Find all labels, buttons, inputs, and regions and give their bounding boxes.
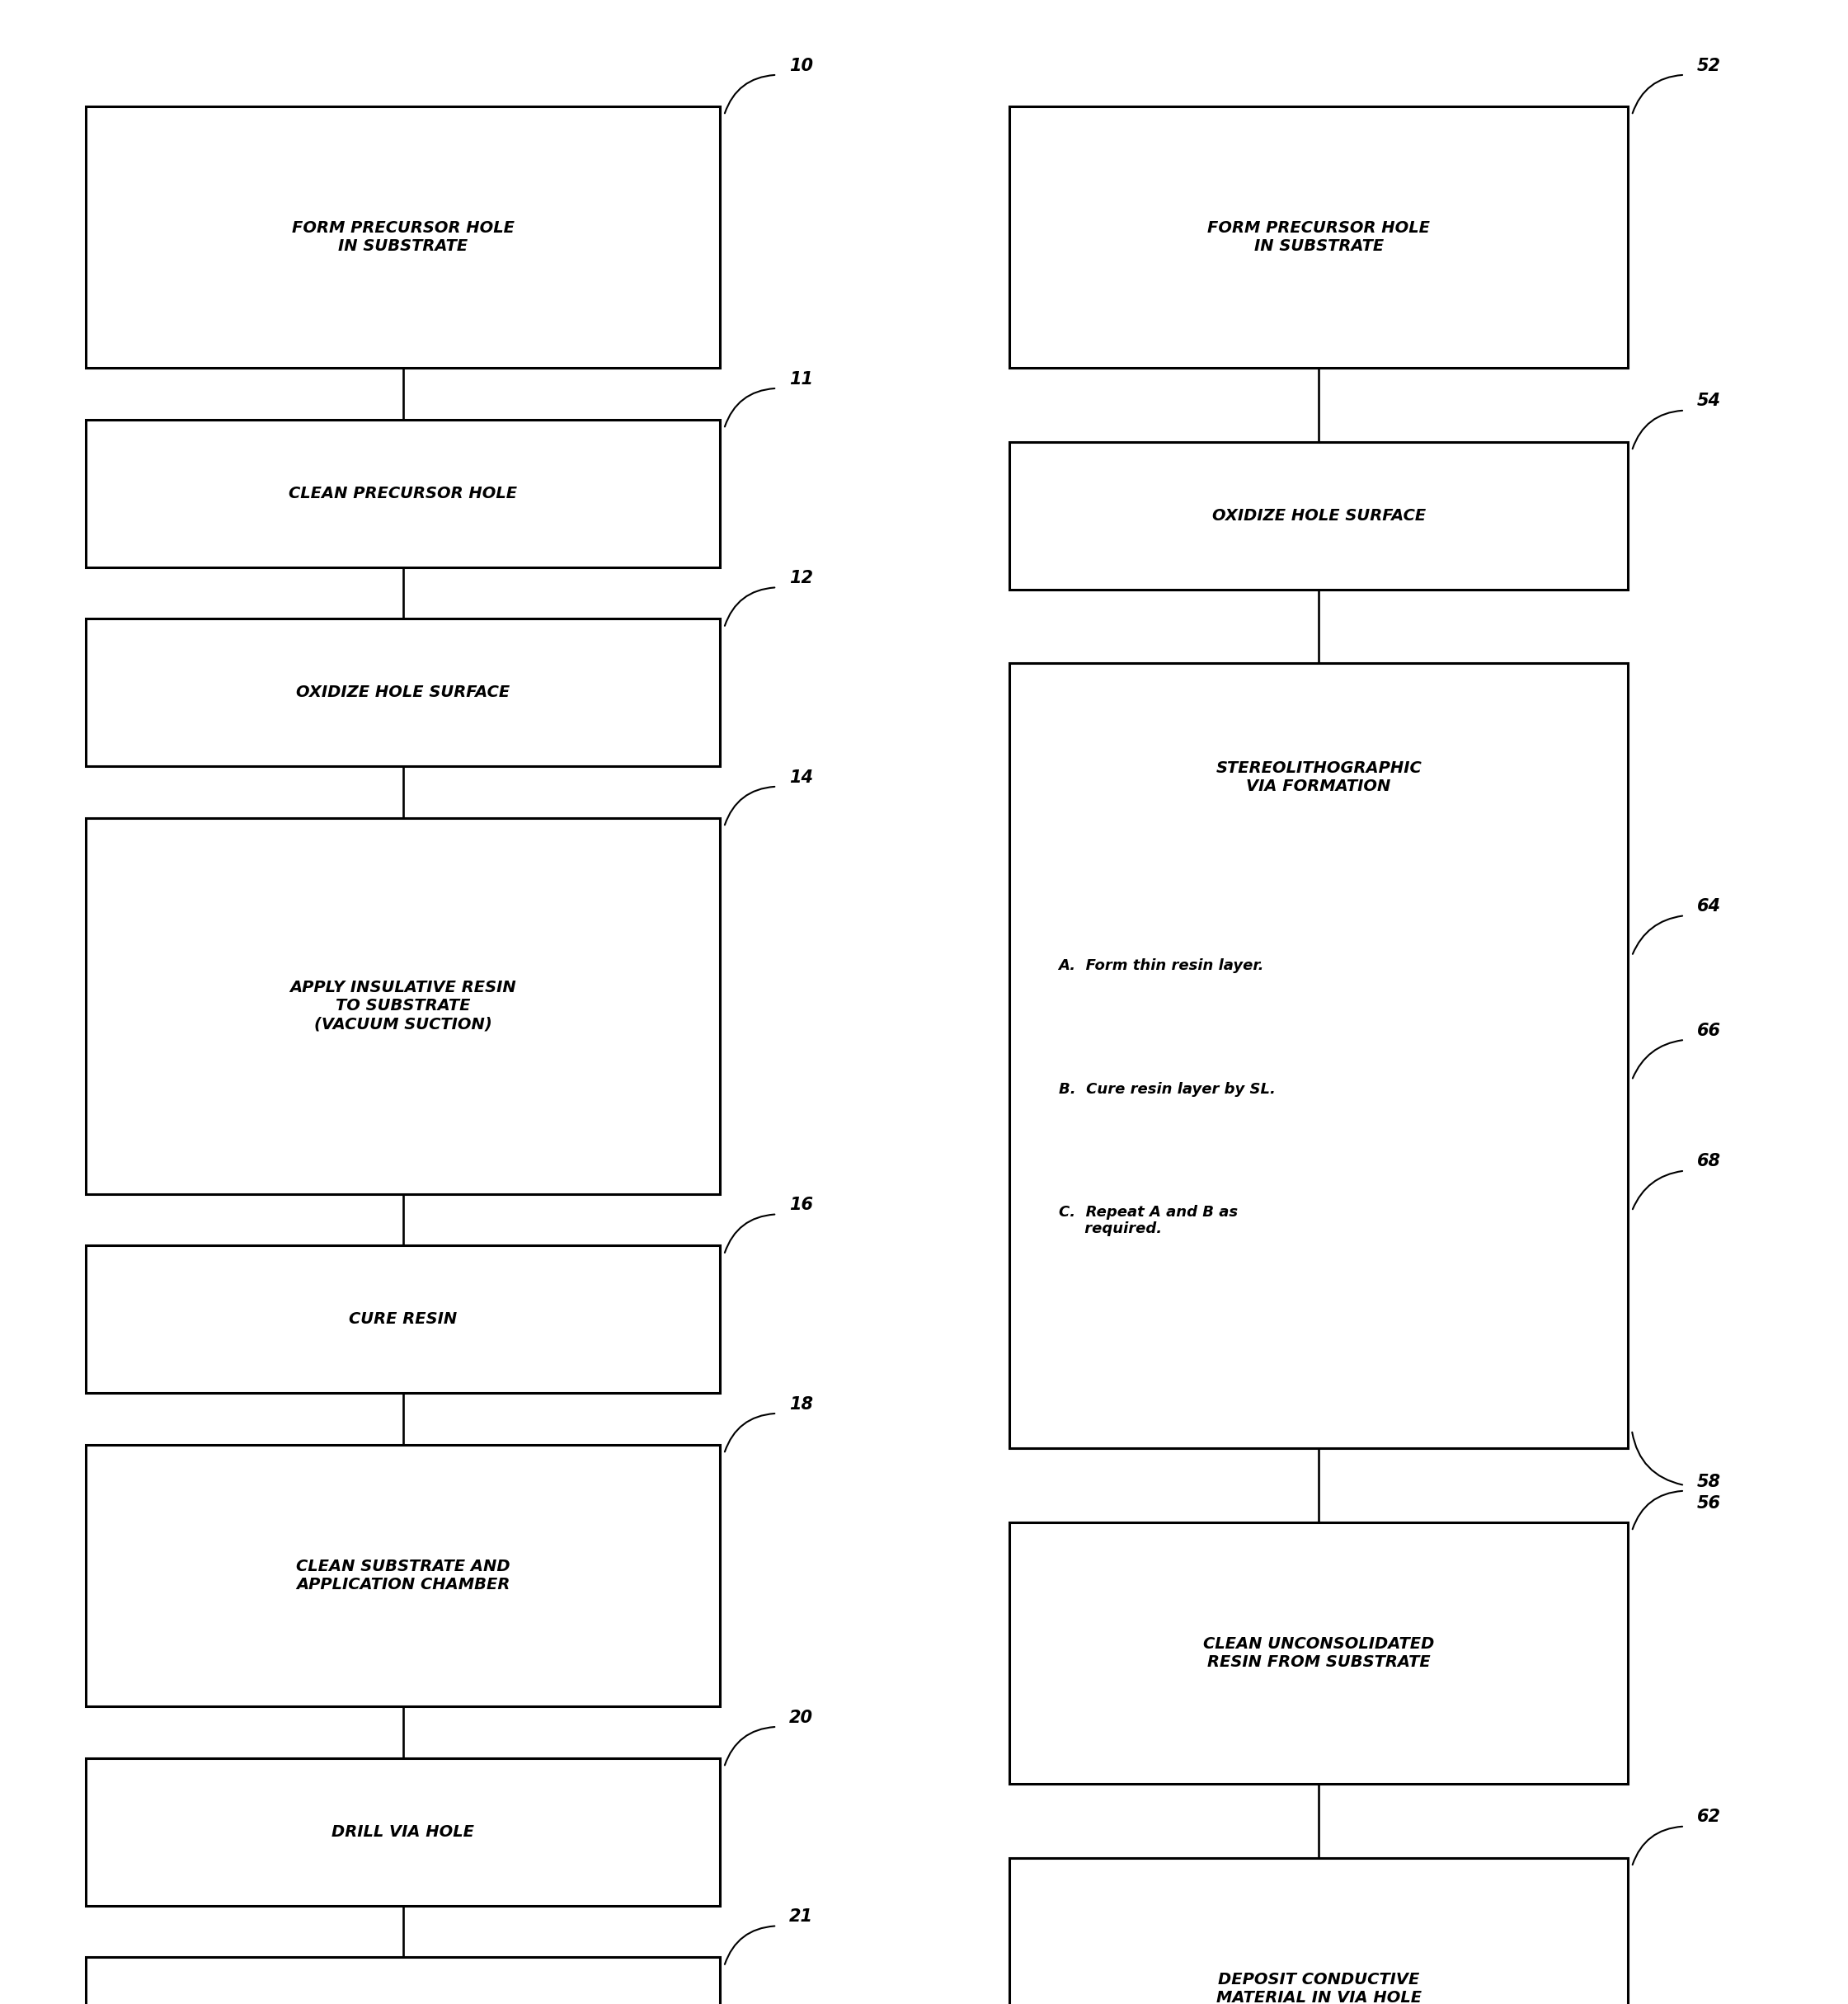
Text: 20: 20 <box>789 1709 813 1725</box>
Text: 68: 68 <box>1696 1152 1720 1170</box>
Text: APPLY INSULATIVE RESIN
TO SUBSTRATE
(VACUUM SUCTION): APPLY INSULATIVE RESIN TO SUBSTRATE (VAC… <box>290 980 516 1032</box>
Text: CLEAN PRECURSOR HOLE: CLEAN PRECURSOR HOLE <box>288 485 517 501</box>
Text: A.  Form thin resin layer.: A. Form thin resin layer. <box>1059 958 1264 972</box>
Text: 66: 66 <box>1696 1022 1720 1038</box>
Text: OXIDIZE HOLE SURFACE: OXIDIZE HOLE SURFACE <box>1212 507 1425 523</box>
Bar <box>85 1246 721 1393</box>
Text: 62: 62 <box>1696 1810 1720 1826</box>
Text: CLEAN UNCONSOLIDATED
RESIN FROM SUBSTRATE: CLEAN UNCONSOLIDATED RESIN FROM SUBSTRAT… <box>1203 1635 1434 1669</box>
Bar <box>1009 1858 1628 2004</box>
Bar <box>1009 106 1628 369</box>
Bar <box>85 1758 721 1906</box>
Bar <box>85 419 721 567</box>
Text: CURE RESIN: CURE RESIN <box>349 1311 456 1327</box>
Text: 18: 18 <box>789 1397 813 1413</box>
Text: 52: 52 <box>1696 58 1720 74</box>
Text: 21: 21 <box>789 1908 813 1926</box>
Bar <box>85 106 721 369</box>
Text: 10: 10 <box>789 58 813 74</box>
Text: 56: 56 <box>1696 1495 1720 1511</box>
Text: C.  Repeat A and B as
     required.: C. Repeat A and B as required. <box>1059 1204 1238 1236</box>
Text: CLEAN SUBSTRATE AND
APPLICATION CHAMBER: CLEAN SUBSTRATE AND APPLICATION CHAMBER <box>296 1559 510 1593</box>
Bar <box>1009 1523 1628 1784</box>
Text: DEPOSIT CONDUCTIVE
MATERIAL IN VIA HOLE: DEPOSIT CONDUCTIVE MATERIAL IN VIA HOLE <box>1216 1972 1421 2004</box>
Bar <box>85 619 721 766</box>
Text: DRILL VIA HOLE: DRILL VIA HOLE <box>331 1824 475 1840</box>
Text: 54: 54 <box>1696 393 1720 409</box>
Text: 11: 11 <box>789 371 813 387</box>
Text: FORM PRECURSOR HOLE
IN SUBSTRATE: FORM PRECURSOR HOLE IN SUBSTRATE <box>292 220 514 255</box>
Text: 16: 16 <box>789 1196 813 1212</box>
Text: FORM PRECURSOR HOLE
IN SUBSTRATE: FORM PRECURSOR HOLE IN SUBSTRATE <box>1207 220 1430 255</box>
Text: 14: 14 <box>789 770 813 786</box>
Bar <box>85 1958 721 2004</box>
Bar <box>1009 441 1628 589</box>
Bar <box>85 818 721 1194</box>
Bar <box>1009 663 1628 1449</box>
Text: 64: 64 <box>1696 898 1720 914</box>
Text: 58: 58 <box>1696 1473 1720 1489</box>
Bar <box>85 1445 721 1707</box>
Text: STEREOLITHOGRAPHIC
VIA FORMATION: STEREOLITHOGRAPHIC VIA FORMATION <box>1216 760 1421 794</box>
Text: OXIDIZE HOLE SURFACE: OXIDIZE HOLE SURFACE <box>296 685 510 699</box>
Text: B.  Cure resin layer by SL.: B. Cure resin layer by SL. <box>1059 1082 1275 1096</box>
Text: 12: 12 <box>789 569 813 587</box>
